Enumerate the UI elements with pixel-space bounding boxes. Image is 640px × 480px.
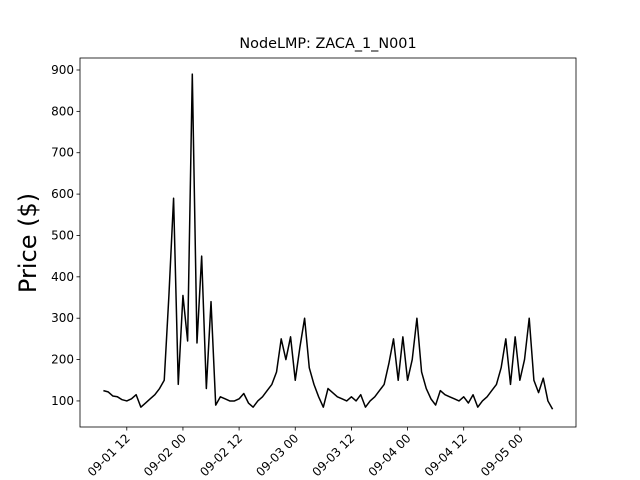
x-tick-label: 09-04 00 xyxy=(366,431,414,479)
x-tick-label: 09-04 12 xyxy=(422,431,470,479)
y-tick-label: 500 xyxy=(51,228,74,242)
y-tick-label: 200 xyxy=(51,353,74,367)
x-tick-label: 09-03 00 xyxy=(253,431,301,479)
x-tick-label: 09-02 00 xyxy=(141,431,189,479)
y-tick-label: 600 xyxy=(51,187,74,201)
y-tick-label: 300 xyxy=(51,311,74,325)
y-tick-label: 700 xyxy=(51,146,74,160)
plot-frame xyxy=(79,57,577,428)
x-tick-label: 09-02 12 xyxy=(197,431,245,479)
x-tick-label: 09-03 12 xyxy=(309,431,357,479)
y-axis-label: Price ($) xyxy=(14,193,42,293)
x-tick-label: 09-01 12 xyxy=(85,431,133,479)
y-tick-label: 900 xyxy=(51,63,74,77)
line xyxy=(103,73,554,410)
x-tick-label: 09-05 00 xyxy=(478,431,526,479)
y-tick-label: 400 xyxy=(51,270,74,284)
chart-title: NodeLMP: ZACA_1_N001 xyxy=(239,36,416,52)
y-tick-label: 100 xyxy=(51,394,74,408)
y-tick-label: 800 xyxy=(51,104,74,118)
